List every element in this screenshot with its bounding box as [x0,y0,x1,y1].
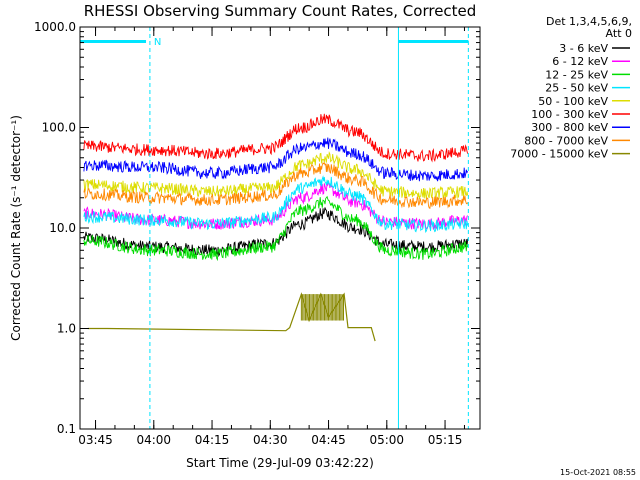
legend-entry-label: 800 - 7000 keV [524,134,608,147]
y-axis: 0.1 1.0 10.0 100.0 1000.0 [34,20,480,436]
y-tick-label: 10.0 [49,221,76,235]
legend-entry-label: 6 - 12 keV [552,55,608,68]
y-tick-label: 100.0 [42,121,76,135]
plot-frame [79,26,481,430]
flag-bar [398,40,469,43]
series-7000-15000kev [87,292,376,342]
x-tick-label: 04:45 [311,433,346,447]
chart-title: RHESSI Observing Summary Count Rates, Co… [84,2,477,20]
series-line-6-12kev [83,182,469,230]
legend-header-line-1: Det 1,3,4,5,6,9, [546,15,632,28]
x-tick-label: 04:30 [253,433,288,447]
flag-annotation: N [154,37,161,48]
series-line-25-50kev [83,175,469,233]
x-tick-label: 05:00 [369,433,404,447]
plot-area: N [79,27,469,429]
series-line-12-25kev [83,195,469,262]
legend-header-line-2: Att 0 [606,27,632,40]
y-axis-label: Corrected Count Rate (s⁻¹ detector⁻¹) [9,115,23,341]
y-tick-label: 1.0 [57,322,76,336]
series-line-100-300kev [83,113,469,163]
timestamp: 15-Oct-2021 08:55 [560,468,636,477]
legend-entry-label: 12 - 25 keV [545,68,608,81]
legend-entry-label: 25 - 50 keV [545,82,608,95]
flag-bar [80,40,147,43]
x-axis-label: Start Time (29-Jul-09 03:42:22) [186,456,374,470]
y-tick-label: 0.1 [57,422,76,436]
series-line-50-100kev [83,150,469,200]
legend-entry-label: 7000 - 15000 keV [510,148,608,161]
x-tick-label: 04:15 [195,433,230,447]
x-tick-label: 04:00 [136,433,171,447]
legend-entry-label: 100 - 300 keV [531,108,608,121]
x-axis: 03:45 04:00 04:15 04:30 04:45 05:00 05:15 [78,27,465,447]
series-line-800-7000kev [83,162,469,210]
x-tick-label: 03:45 [78,433,113,447]
legend-entry-label: 50 - 100 keV [538,95,608,108]
y-tick-label: 1000.0 [34,20,76,34]
legend-entry-label: 3 - 6 keV [559,42,608,55]
x-tick-label: 05:15 [428,433,463,447]
series-line-300-800kev [83,137,469,182]
legend-entry-label: 300 - 800 keV [531,121,608,134]
